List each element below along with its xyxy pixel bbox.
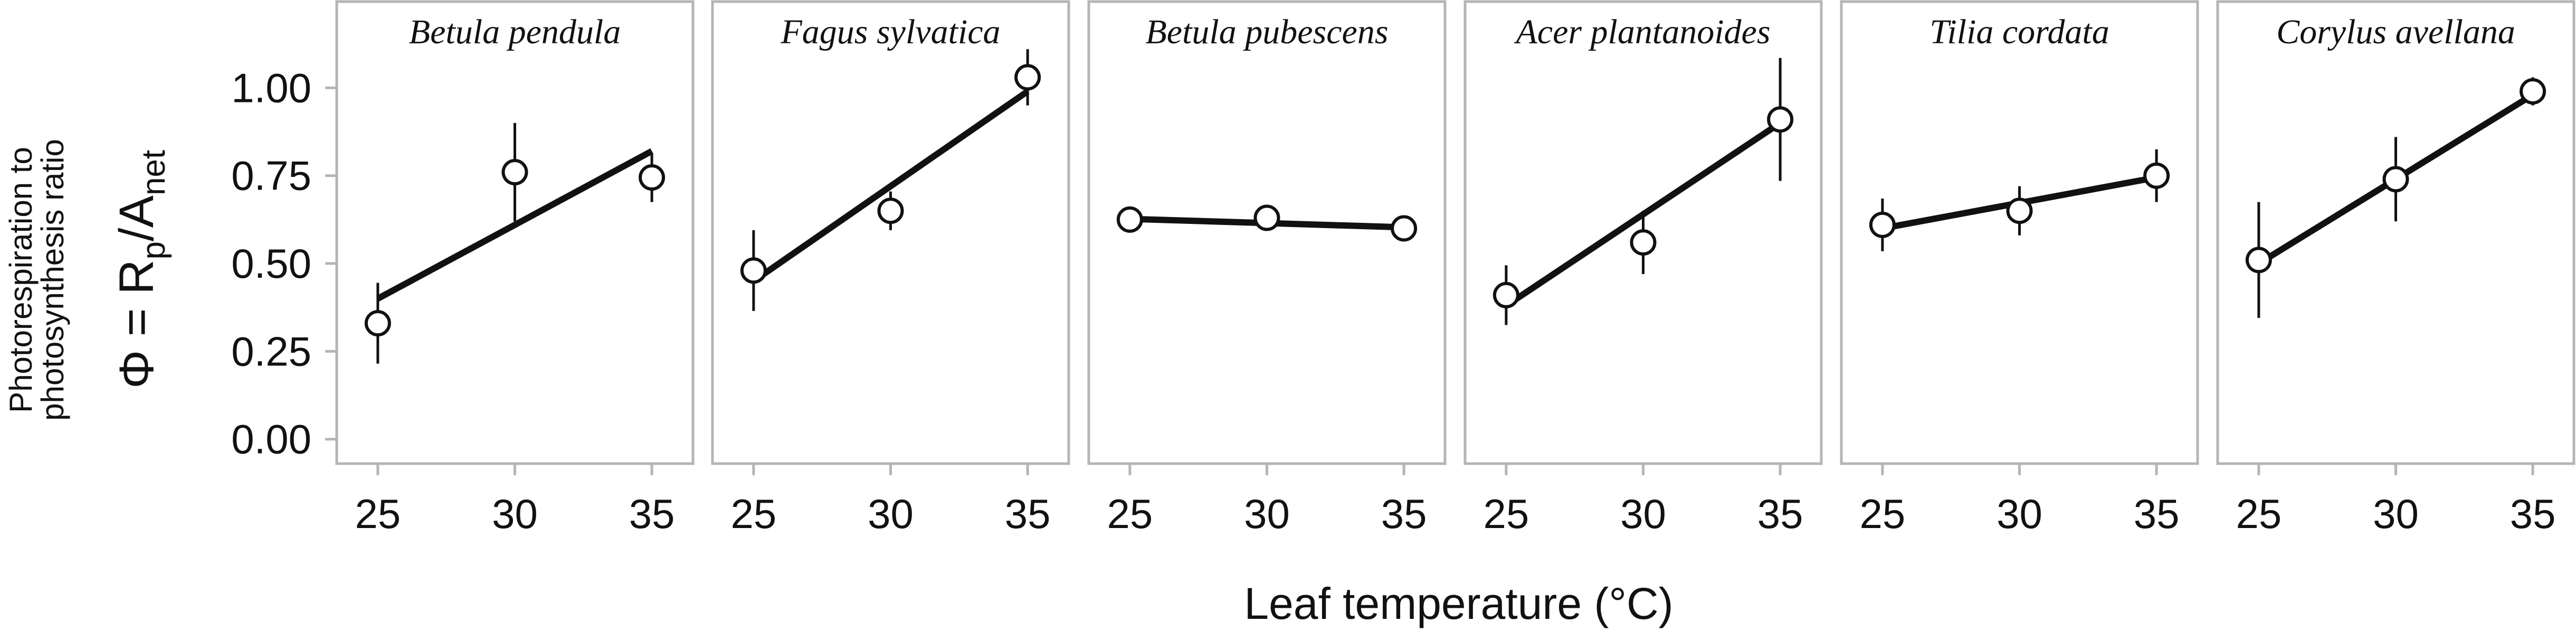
panel-frame [335,0,695,465]
panel-frame [2216,0,2575,465]
y-formula-main: Φ = R [110,259,164,389]
data-point [2520,78,2546,105]
x-tick-label: 35 [629,491,675,537]
x-tick-label: 30 [1244,491,1290,537]
panel-title: Acer plantanoides [1514,13,1770,51]
x-tick-label: 25 [731,491,777,537]
y-formula-slash: /A [110,195,164,241]
data-point [740,257,767,284]
fit-line [752,89,1030,284]
y-tick-label: 1.00 [231,64,311,111]
panel: Betula pendula 25 30 35 [335,0,695,537]
data-point [1767,106,1794,133]
panel-title: Betula pubescens [1145,13,1388,51]
data-point [364,310,391,337]
y-tick-label: 0.75 [231,153,311,199]
x-tick-label: 35 [2510,491,2556,537]
y-tick-label: 0.50 [231,240,311,287]
x-axis-label: Leaf temperature (°C) [1244,579,1673,628]
data-point [2006,197,2033,224]
panel-frame [1840,0,2199,465]
data-point [1116,206,1143,233]
x-tick-label: 25 [2236,491,2282,537]
x-tick-label: 35 [1381,491,1427,537]
y-tick-label: 0.25 [231,328,311,374]
x-tick-label: 35 [1757,491,1803,537]
x-tick-label: 30 [868,491,914,537]
panel-frame [711,0,1070,465]
panel: Betula pubescens 25 30 35 [1087,0,1447,537]
panel-title: Fagus sylvatica [780,13,1000,51]
data-point [877,197,904,224]
data-point [2382,166,2409,193]
x-tick-label: 35 [2134,491,2180,537]
data-point [2245,247,2272,274]
panel-frame [1463,0,1823,465]
y-formula-sub1: p [136,241,172,259]
panel-title: Betula pendula [409,13,621,51]
fit-line [376,148,653,302]
panel-title: Tilia cordata [1929,13,2109,51]
panel-frame [1087,0,1447,465]
data-point [1391,215,1418,242]
y-axis-formula: Φ = Rp/Anet [110,150,172,389]
panel: Acer plantanoides 25 30 35 [1463,0,1823,537]
x-tick-label: 30 [492,491,538,537]
y-axis-label-line1: Photorespiration to [3,147,39,413]
panel: Corylus avellana 25 30 35 [2216,0,2575,537]
panel-title: Corylus avellana [2276,13,2515,51]
data-point [639,164,666,191]
data-point [1869,211,1896,238]
data-point [1014,64,1041,91]
data-point [501,159,528,186]
x-tick-label: 25 [1484,491,1529,537]
data-point [1493,281,1519,308]
panel: Tilia cordata 25 30 35 [1840,0,2199,537]
x-tick-label: 35 [1005,491,1051,537]
data-point [1253,204,1280,231]
data-point [2143,162,2170,189]
y-tick-label: 0.00 [231,416,311,463]
x-tick-label: 30 [2373,491,2419,537]
x-tick-label: 25 [1107,491,1153,537]
panel: Fagus sylvatica 25 30 35 [711,0,1070,537]
panels: Betula pendula 25 30 35 Fagus sylvatica 25 30 3… [335,0,2575,537]
x-tick-label: 25 [355,491,401,537]
x-tick-label: 25 [1860,491,1906,537]
x-tick-label: 30 [1997,491,2042,537]
x-tick-label: 30 [1620,491,1666,537]
y-formula-sub2: net [136,150,172,195]
y-axis: 0.00 0.25 0.50 0.75 1.00 [231,64,336,463]
data-point [1630,229,1657,256]
y-axis-label-line2: photosynthesis ratio [35,139,70,421]
